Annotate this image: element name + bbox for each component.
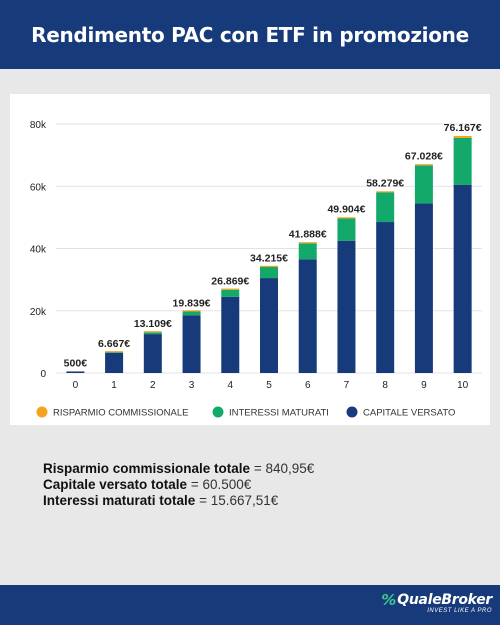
x-tick-label: 4 bbox=[227, 380, 233, 391]
chart-card: 0 20k 40k 60k 80k 500€ 0 6.667€ 1 13.109€ 2 19.839€… bbox=[10, 94, 490, 425]
data-label: 67.028€ bbox=[405, 150, 443, 162]
legend-label: CAPITALE VERSATO bbox=[363, 408, 455, 419]
bar-segment-interessi-maturati bbox=[143, 332, 162, 335]
legend-marker bbox=[36, 406, 48, 418]
data-label: 6.667€ bbox=[98, 338, 130, 350]
page-title: Rendimento PAC con ETF in promozione bbox=[31, 22, 469, 47]
data-label: 19.839€ bbox=[173, 297, 211, 309]
total-interessi-row: Interessi maturati totale = 15.667,51€ bbox=[43, 493, 314, 509]
x-tick-label: 5 bbox=[266, 380, 272, 391]
bar-segment-interessi-maturati bbox=[453, 137, 472, 185]
brand-tagline: INVEST LIKE A PRO bbox=[427, 608, 492, 614]
x-tick-label: 8 bbox=[382, 380, 388, 391]
y-tick-label: 80k bbox=[30, 120, 47, 131]
header-banner: Rendimento PAC con ETF in promozione bbox=[0, 0, 500, 69]
bar-segment-risparmio-commissionale bbox=[414, 164, 433, 166]
total-interessi-value: = 15.667,51€ bbox=[199, 493, 279, 508]
legend-marker bbox=[346, 406, 358, 418]
bar-segment-risparmio-commissionale bbox=[182, 310, 201, 312]
data-label: 34.215€ bbox=[250, 253, 288, 265]
total-capitale-row: Capitale versato totale = 60.500€ bbox=[43, 477, 314, 493]
bar-segment-risparmio-commissionale bbox=[376, 191, 395, 193]
bar-segment-interessi-maturati bbox=[298, 243, 317, 260]
x-tick-label: 6 bbox=[305, 380, 311, 391]
y-tick-label: 40k bbox=[30, 245, 47, 256]
stacked-bar-chart: 0 20k 40k 60k 80k 500€ 0 6.667€ 1 13.109€ 2 19.839€… bbox=[30, 120, 482, 419]
total-capitale-label: Capitale versato totale bbox=[43, 477, 188, 492]
total-capitale-value: = 60.500€ bbox=[190, 477, 252, 492]
bar-segment-interessi-maturati bbox=[182, 311, 201, 316]
bar-segment-capitale-versato bbox=[221, 296, 240, 373]
data-label: 41.888€ bbox=[289, 229, 327, 241]
bar-segment-capitale-versato bbox=[260, 278, 278, 373]
bar-segment-risparmio-commissionale bbox=[337, 217, 356, 219]
x-tick-label: 9 bbox=[421, 380, 427, 391]
bar-segment-capitale-versato bbox=[298, 259, 317, 373]
total-risparmio-row: Risparmio commissionale totale = 840,95€ bbox=[43, 461, 314, 477]
x-tick-label: 10 bbox=[457, 380, 469, 391]
bar-segment-capitale-versato bbox=[66, 371, 85, 373]
bar-segment-interessi-maturati bbox=[337, 218, 356, 241]
bar-segment-capitale-versato bbox=[105, 352, 124, 373]
x-tick-label: 2 bbox=[150, 380, 156, 391]
data-label: 58.279€ bbox=[366, 178, 404, 190]
bar-segment-capitale-versato bbox=[414, 203, 433, 373]
x-tick-label: 1 bbox=[111, 380, 117, 391]
x-tick-label: 3 bbox=[189, 380, 195, 391]
total-risparmio-label: Risparmio commissionale totale bbox=[43, 461, 251, 476]
percent-icon: % bbox=[381, 591, 397, 609]
bar-segment-capitale-versato bbox=[453, 184, 472, 373]
total-interessi-label: Interessi maturati totale bbox=[43, 493, 196, 508]
data-label: 76.167€ bbox=[444, 122, 482, 134]
total-risparmio-value: = 840,95€ bbox=[253, 461, 315, 476]
data-label: 49.904€ bbox=[327, 204, 365, 216]
y-tick-label: 0 bbox=[40, 369, 46, 380]
footer-bar: % QualeBroker INVEST LIKE A PRO bbox=[0, 585, 500, 625]
x-tick-label: 7 bbox=[344, 380, 350, 391]
bar-segment-risparmio-commissionale bbox=[298, 242, 317, 244]
bar-segment-risparmio-commissionale bbox=[260, 265, 278, 268]
totals-summary: Risparmio commissionale totale = 840,95€… bbox=[43, 461, 314, 509]
data-label: 26.869€ bbox=[211, 275, 249, 287]
data-label: 500€ bbox=[64, 357, 88, 369]
bar-segment-interessi-maturati bbox=[221, 289, 240, 297]
y-tick-label: 60k bbox=[30, 182, 47, 193]
bar-segment-interessi-maturati bbox=[414, 165, 433, 204]
bar-segment-risparmio-commissionale bbox=[221, 288, 240, 290]
legend-label: INTERESSI MATURATI bbox=[229, 408, 329, 419]
bar-segment-capitale-versato bbox=[143, 334, 162, 373]
data-label: 13.109€ bbox=[134, 318, 172, 330]
brand-name: QualeBroker bbox=[397, 592, 492, 608]
brand-logo[interactable]: % QualeBroker INVEST LIKE A PRO bbox=[381, 591, 492, 614]
bar-segment-capitale-versato bbox=[376, 222, 395, 373]
bar-segment-risparmio-commissionale bbox=[453, 135, 472, 138]
bar-segment-capitale-versato bbox=[337, 240, 356, 373]
bar-segment-capitale-versato bbox=[182, 315, 201, 373]
bar-segment-risparmio-commissionale bbox=[105, 351, 124, 353]
bar-segment-interessi-maturati bbox=[376, 192, 395, 223]
legend-marker bbox=[212, 406, 224, 418]
y-tick-label: 20k bbox=[30, 307, 47, 318]
bar-segment-interessi-maturati bbox=[260, 267, 278, 279]
legend-label: RISPARMIO COMMISSIONALE bbox=[53, 408, 188, 419]
bar-segment-risparmio-commissionale bbox=[143, 331, 162, 333]
x-tick-label: 0 bbox=[73, 380, 79, 391]
